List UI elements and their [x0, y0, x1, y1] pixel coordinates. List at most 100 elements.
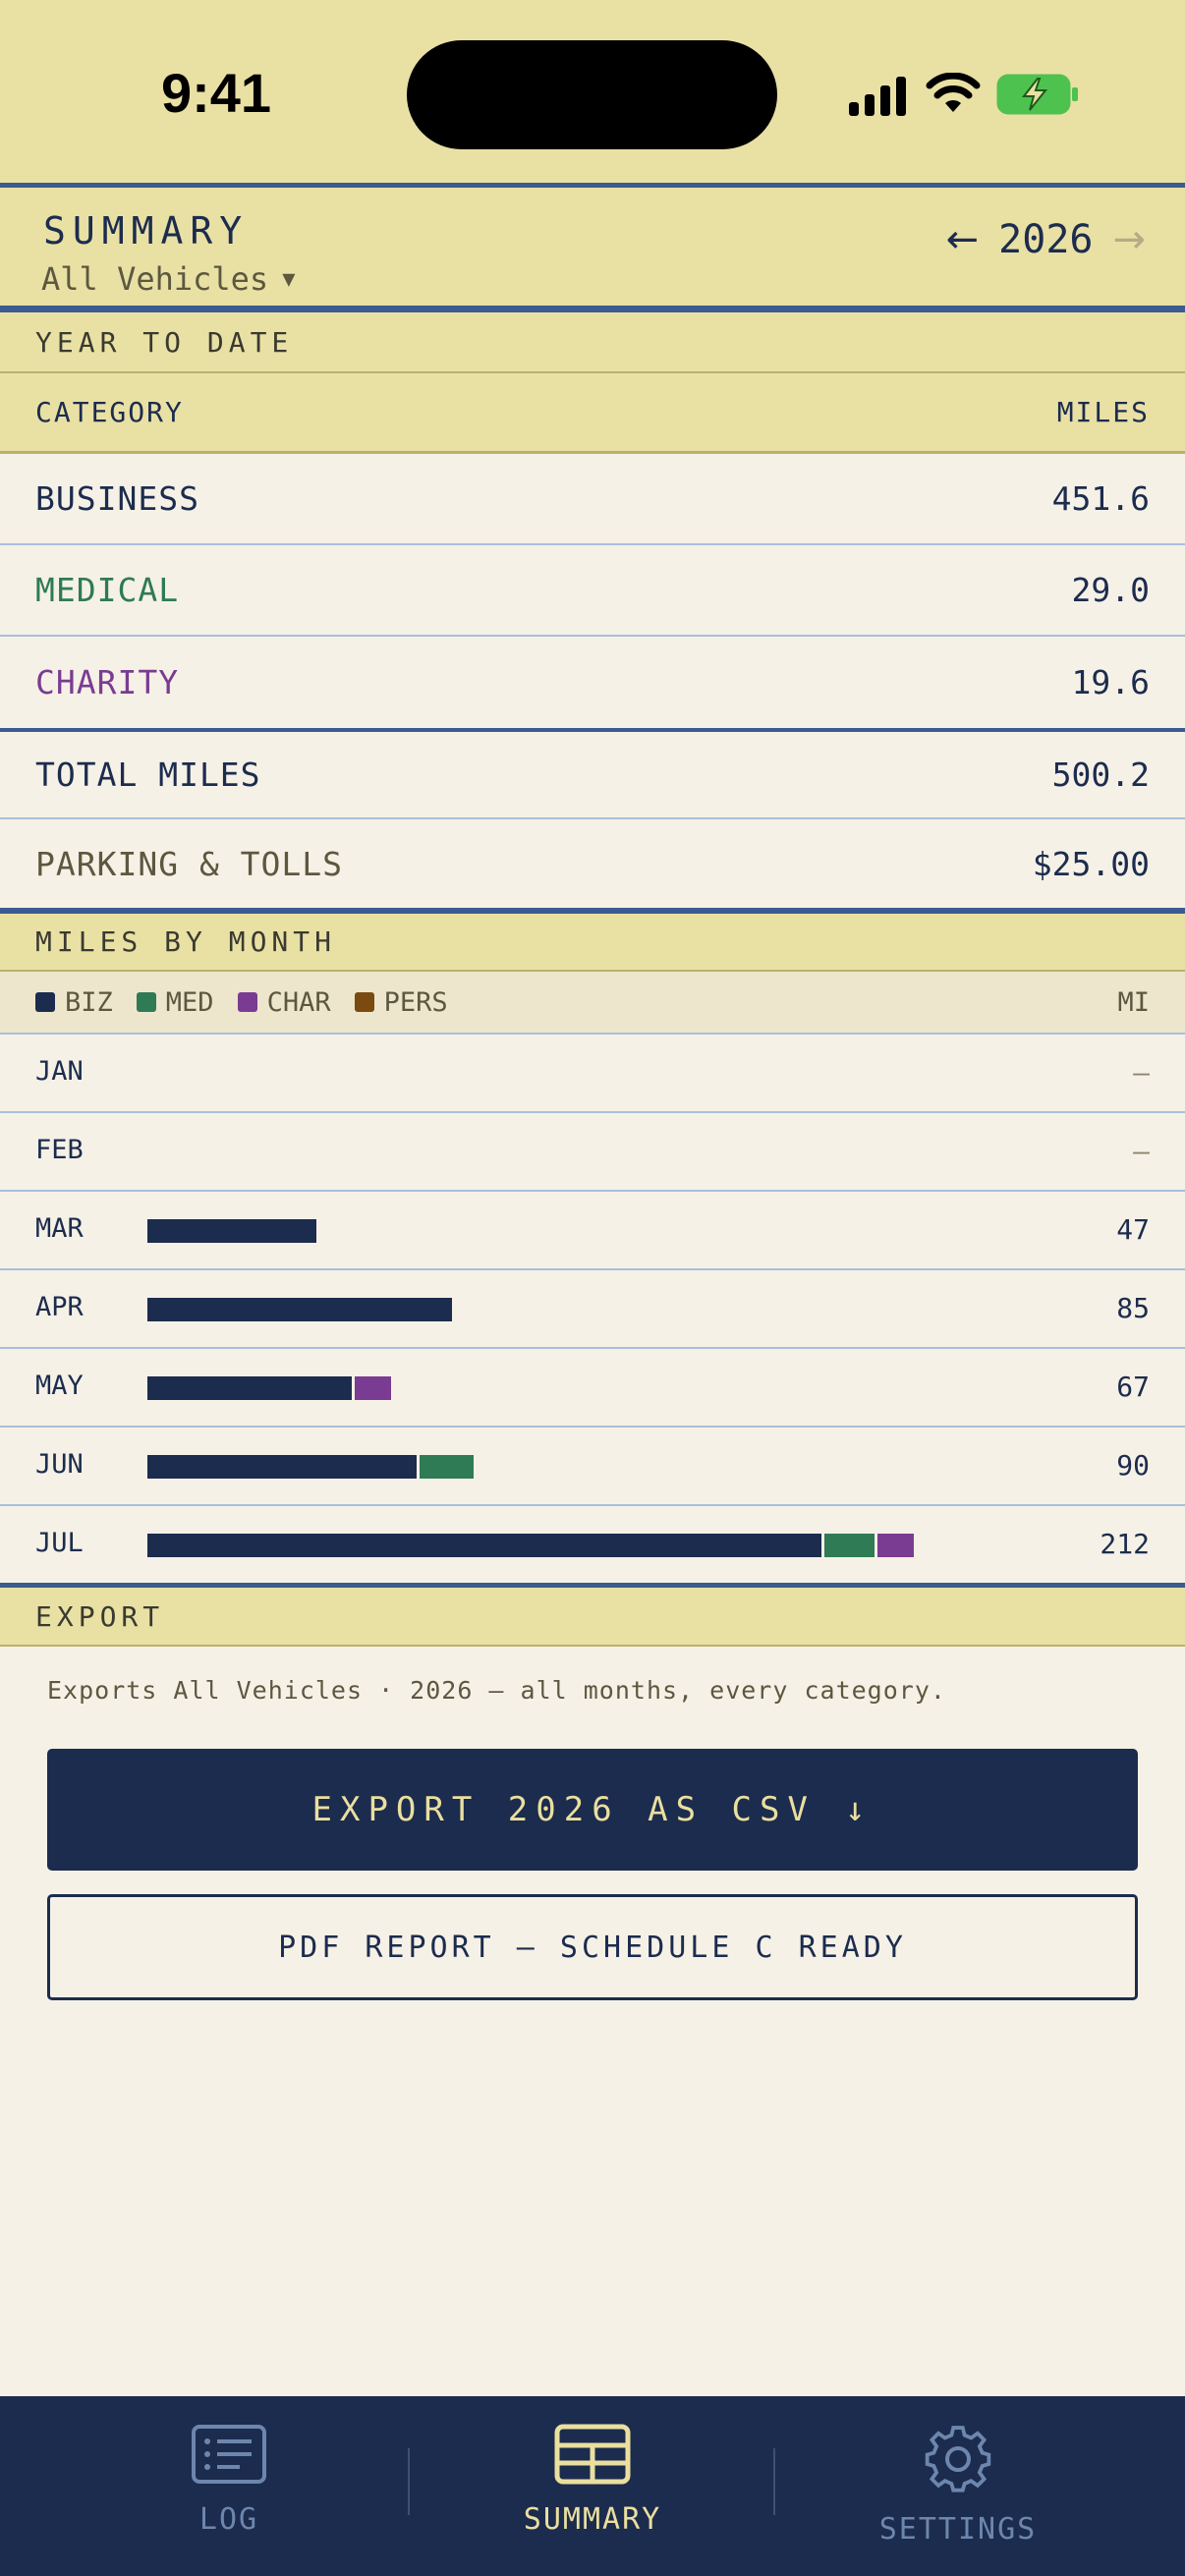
status-bar: 9:41 — [0, 0, 1185, 183]
category-miles: 19.6 — [1071, 663, 1150, 701]
bar-segment-biz — [147, 1298, 452, 1321]
month-label: JUL — [35, 1528, 84, 1558]
legend-label: CHAR — [266, 986, 331, 1018]
list-icon — [192, 2425, 266, 2484]
previous-year-arrow-icon[interactable]: ← — [945, 217, 980, 262]
tab-summary[interactable]: SUMMARY — [445, 2424, 740, 2537]
ytd-row-total: TOTAL MILES 500.2 — [0, 728, 1185, 819]
month-label: MAY — [35, 1371, 84, 1401]
month-total: 47 — [1116, 1213, 1150, 1246]
year-navigator: ← 2026 → — [946, 217, 1146, 262]
month-bar — [147, 1534, 917, 1557]
parking-amount: $25.00 — [1032, 844, 1150, 883]
tab-bar: LOG SUMMARY SETTINGS — [0, 2396, 1185, 2576]
bar-segment-char — [355, 1376, 391, 1400]
caret-down-icon: ▼ — [282, 266, 296, 292]
month-label: MAR — [35, 1213, 84, 1244]
ytd-row-charity[interactable]: CHARITY 19.6 — [0, 637, 1185, 728]
month-total: 85 — [1116, 1292, 1150, 1324]
category-label: CHARITY — [35, 663, 180, 701]
tab-settings[interactable]: SETTINGS — [811, 2424, 1105, 2547]
bar-segment-biz — [147, 1219, 316, 1243]
legend-unit: MI — [1117, 986, 1150, 1018]
month-row-may[interactable]: MAY 67 — [0, 1349, 1185, 1428]
month-label: JUN — [35, 1449, 84, 1480]
status-time: 9:41 — [160, 62, 272, 124]
page-title: SUMMARY — [43, 209, 250, 252]
legend-swatch — [354, 992, 374, 1012]
legend-item-char: CHAR — [237, 986, 331, 1018]
category-miles: 451.6 — [1051, 479, 1150, 518]
tab-label: SETTINGS — [878, 2512, 1038, 2547]
month-total: — — [1133, 1056, 1150, 1089]
month-label: FEB — [35, 1135, 84, 1165]
gear-icon — [925, 2426, 991, 2492]
month-row-mar[interactable]: MAR 47 — [0, 1192, 1185, 1270]
pdf-report-button[interactable]: PDF REPORT — SCHEDULE C READY — [47, 1894, 1138, 2000]
month-bar — [147, 1376, 394, 1400]
bar-segment-biz — [147, 1376, 352, 1400]
column-header-miles: MILES — [1056, 396, 1150, 428]
legend-item-med: MED — [136, 986, 214, 1018]
month-total: 212 — [1100, 1528, 1150, 1560]
bar-segment-biz — [147, 1534, 821, 1557]
legend-swatch — [136, 992, 156, 1012]
month-label: JAN — [35, 1056, 84, 1087]
monthly-section-header: MILES BY MONTH — [0, 914, 1185, 972]
month-row-apr[interactable]: APR 85 — [0, 1270, 1185, 1349]
ytd-row-medical[interactable]: MEDICAL 29.0 — [0, 545, 1185, 637]
legend-label: PERS — [383, 986, 448, 1018]
summary-header: SUMMARY All Vehicles ▼ ← 2026 → — [0, 183, 1185, 312]
month-bar — [147, 1298, 455, 1321]
bar-segment-med — [420, 1455, 474, 1479]
category-label: BUSINESS — [35, 479, 199, 518]
legend-swatch — [237, 992, 257, 1012]
next-year-arrow-icon[interactable]: → — [1112, 217, 1146, 262]
bar-segment-char — [877, 1534, 914, 1557]
tab-divider — [408, 2448, 410, 2515]
export-note: Exports All Vehicles · 2026 — all months… — [47, 1676, 946, 1705]
year-label: 2026 — [998, 217, 1094, 262]
tab-log[interactable]: LOG — [82, 2424, 376, 2537]
month-total: — — [1133, 1135, 1150, 1167]
month-bar — [147, 1455, 477, 1479]
month-total: 90 — [1116, 1449, 1150, 1482]
chart-legend: BIZ MED CHAR PERS MI — [0, 972, 1185, 1035]
tab-label: LOG — [198, 2502, 259, 2537]
pdf-report-label: PDF REPORT — SCHEDULE C READY — [278, 1930, 907, 1965]
download-arrow-icon: ↓ — [844, 1790, 874, 1829]
parking-label: PARKING & TOLLS — [35, 844, 344, 883]
dynamic-island — [407, 40, 777, 149]
total-miles: 500.2 — [1051, 756, 1150, 794]
legend-label: MED — [165, 986, 214, 1018]
month-bar — [147, 1219, 319, 1243]
month-row-jul[interactable]: JUL 212 — [0, 1506, 1185, 1585]
ytd-row-business[interactable]: BUSINESS 451.6 — [0, 454, 1185, 545]
month-row-jun[interactable]: JUN 90 — [0, 1428, 1185, 1506]
vehicle-selector-label: All Vehicles — [41, 260, 269, 298]
export-csv-button[interactable]: EXPORT 2026 AS CSV ↓ — [47, 1749, 1138, 1871]
tab-divider — [773, 2448, 775, 2515]
ytd-section-header: YEAR TO DATE — [0, 312, 1185, 373]
wifi-icon — [926, 73, 981, 112]
column-header-category: CATEGORY — [35, 396, 184, 428]
month-row-jan[interactable]: JAN — — [0, 1035, 1185, 1113]
category-label: MEDICAL — [35, 571, 180, 609]
category-miles: 29.0 — [1071, 571, 1150, 609]
ytd-table-header: CATEGORY MILES — [0, 373, 1185, 454]
battery-charging-icon — [996, 74, 1078, 115]
bar-segment-med — [824, 1534, 875, 1557]
export-csv-label: EXPORT 2026 AS CSV — [311, 1790, 816, 1829]
legend-item-biz: BIZ — [35, 987, 113, 1018]
vehicle-selector[interactable]: All Vehicles ▼ — [41, 260, 295, 298]
export-section-header: EXPORT — [0, 1583, 1185, 1647]
table-icon — [554, 2424, 631, 2485]
month-label: APR — [35, 1292, 84, 1322]
cellular-signal-icon — [849, 77, 906, 116]
legend-swatch — [35, 992, 55, 1012]
legend-item-pers: PERS — [354, 986, 448, 1018]
total-label: TOTAL MILES — [35, 756, 261, 794]
month-total: 67 — [1116, 1371, 1150, 1403]
month-row-feb[interactable]: FEB — — [0, 1113, 1185, 1192]
ytd-row-parking-tolls[interactable]: PARKING & TOLLS $25.00 — [0, 819, 1185, 914]
